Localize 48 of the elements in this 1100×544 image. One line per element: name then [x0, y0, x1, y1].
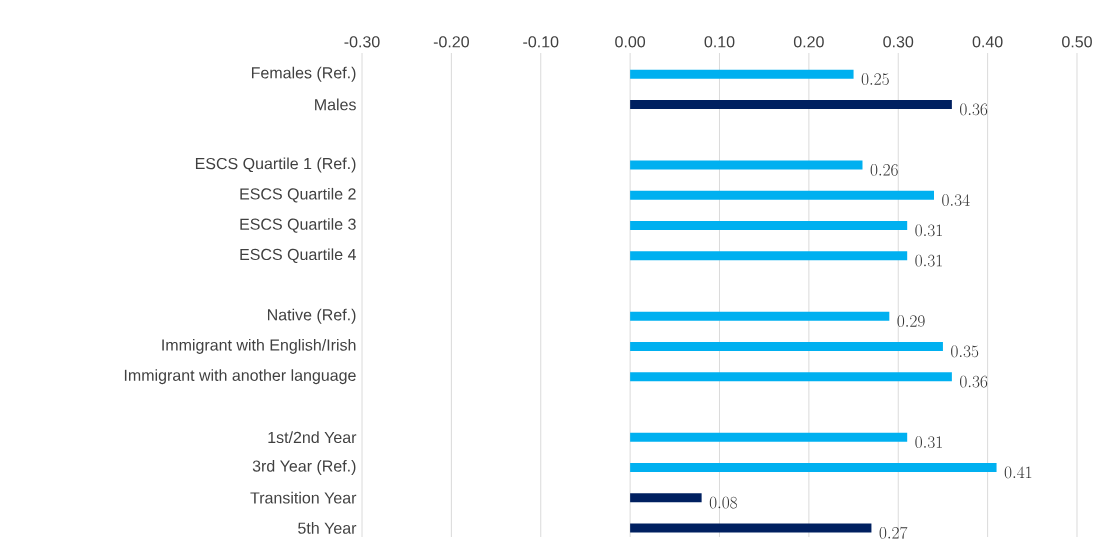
- x-tick-label: 0.20: [793, 36, 824, 48]
- bar: [630, 311, 890, 321]
- data-label: 0.31: [915, 254, 942, 267]
- data-label: 0.35: [951, 345, 979, 358]
- bar: [630, 372, 952, 382]
- bar: [630, 251, 908, 261]
- x-tick-label: 0.10: [704, 36, 735, 48]
- x-tick-label: 0.40: [972, 36, 1003, 48]
- bar: [630, 493, 702, 503]
- y-tick-label: Females (Ref.): [251, 66, 356, 82]
- bar: [630, 160, 863, 170]
- data-label: 0.27: [879, 526, 908, 539]
- y-tick-label: Transition Year: [250, 491, 357, 504]
- y-tick-label: ESCS Quartile 1 (Ref.): [195, 157, 356, 173]
- bar: [630, 69, 854, 79]
- x-tick-label: 0.00: [615, 36, 646, 48]
- data-label: 0.08: [709, 496, 738, 509]
- data-label: 0.36: [960, 375, 988, 388]
- data-label: 0.41: [1004, 466, 1032, 479]
- bar: [630, 432, 908, 442]
- y-tick-label: 5th Year: [298, 522, 357, 534]
- data-label: 0.31: [915, 436, 942, 449]
- bar: [630, 463, 997, 473]
- x-tick-label: -0.20: [433, 36, 469, 48]
- y-tick-label: 3rd Year (Ref.): [252, 460, 356, 475]
- data-label: 0.25: [861, 73, 889, 86]
- y-tick-label: ESCS Quartile 2: [240, 187, 356, 203]
- bar: [630, 342, 943, 352]
- data-label: 0.34: [942, 194, 970, 207]
- y-tick-label: ESCS Quartile 3: [240, 218, 356, 233]
- data-label: 0.36: [960, 103, 988, 116]
- y-tick-label: Immigrant with English/Irish: [162, 339, 356, 354]
- y-tick-label: Native (Ref.): [267, 308, 356, 324]
- bar: [630, 221, 908, 231]
- x-tick-label: 0.50: [1062, 36, 1092, 48]
- bar: [630, 100, 952, 110]
- y-tick-label: Immigrant with another language: [124, 369, 356, 385]
- x-tick-label: -0.30: [344, 36, 380, 48]
- data-label: 0.29: [897, 315, 925, 328]
- x-tick-label: 0.30: [883, 36, 914, 48]
- y-tick-label: Males: [315, 98, 356, 111]
- bar: [630, 523, 872, 533]
- bar: [630, 190, 934, 200]
- x-tick-label: -0.10: [523, 36, 559, 48]
- y-tick-label: 1st/2nd Year: [268, 431, 357, 444]
- data-label: 0.26: [870, 164, 898, 176]
- data-label: 0.31: [915, 224, 942, 237]
- y-tick-label: ESCS Quartile 4: [240, 248, 356, 264]
